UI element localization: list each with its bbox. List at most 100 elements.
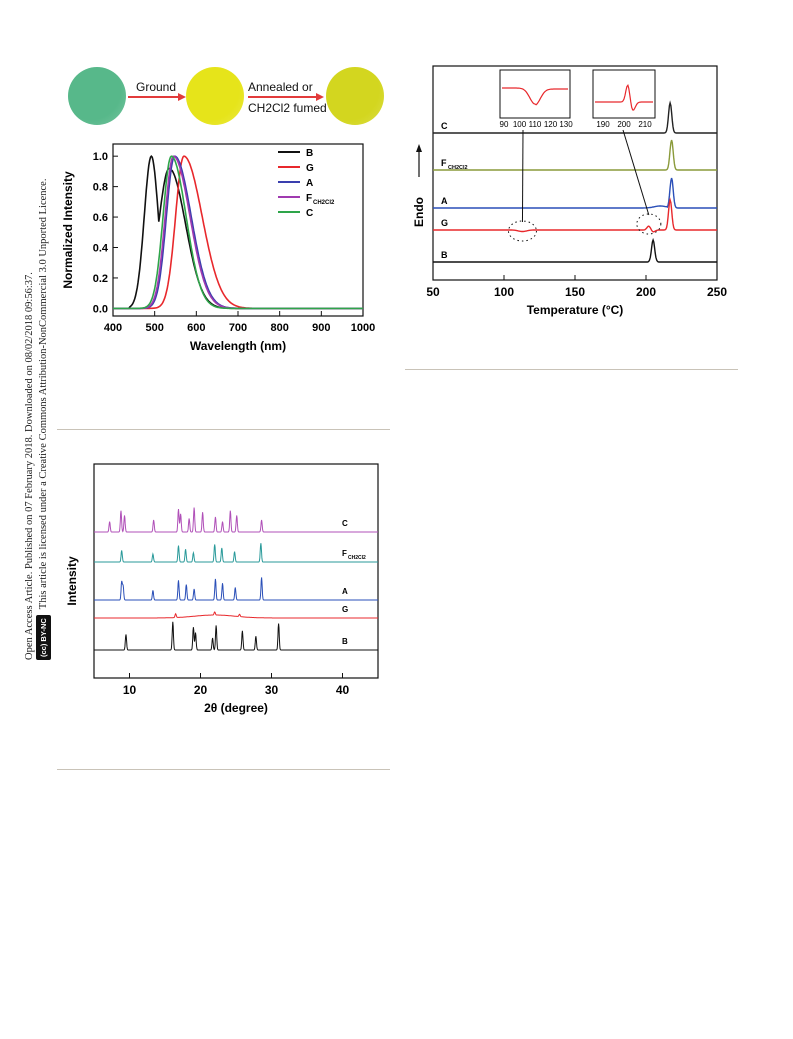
ground-label: Ground [136,80,176,94]
dsc-inset-1-tick-label: 130 [559,120,573,129]
pl-x-tick-label: 900 [312,322,330,334]
pl-y-tick-label: 0.8 [93,182,108,194]
xrd-y-axis-label: Intensity [65,556,79,606]
xrd-series-label-C: C [342,519,348,528]
pl-y-tick-label: 0.2 [93,273,108,285]
pl-y-tick-label: 0.6 [93,212,108,224]
dsc-y-axis-label: Endo [412,197,426,227]
fumed-label: CH2Cl2 fumed [248,101,327,115]
pl-y-tick-label: 0.4 [93,243,109,255]
pl-legend-label-F: F [306,193,312,204]
xrd-x-tick-label: 30 [265,683,279,697]
xrd-series-label-A: A [342,587,348,596]
xrd-x-tick-label: 20 [194,683,208,697]
dsc-inset-2-tick-label: 190 [596,120,610,129]
pl-y-tick-label: 1.0 [93,151,108,163]
published-line: Open Access Article. Published on 07 Feb… [24,272,35,660]
xrd-series-C [94,507,378,533]
dsc-inset-1-tick-label: 120 [544,120,558,129]
xrd-x-tick-label: 10 [123,683,137,697]
pl-legend-label-C: C [306,208,313,219]
dsc-x-axis-label: Temperature (°C) [527,303,624,317]
dsc-trace-A [433,177,717,209]
dsc-inset-2-tick-label: 200 [617,120,631,129]
xrd-series-B [94,621,378,651]
dsc-inset-2-tick-label: 210 [638,120,652,129]
pl-x-tick-label: 1000 [351,322,375,334]
ground-arrow-head [178,93,186,101]
dsc-trace-G [433,197,717,233]
pl-legend-label-B: B [306,148,313,159]
xrd-x-axis-label: 2θ (degree) [204,701,268,715]
dsc-trace-F [433,139,717,171]
pl-x-tick-label: 800 [270,322,288,334]
dsc-inset-1-trace [502,87,568,106]
dsc-thermogram-chart: 50 100 150 200 250 Temperature (°C) Endo C F CH2C… [412,65,727,317]
pl-y-axis-label: Normalized Intensity [61,171,75,289]
xrd-series-A [94,577,378,601]
dsc-pointer-1 [521,129,524,223]
license-sidebar: Open Access Article. Published on 07 Feb… [6,120,51,660]
pl-series-G [113,155,363,310]
pl-legend-label-G: G [306,163,314,174]
pl-legend-sub: CH2Cl2 [313,200,335,206]
license-text-block: Open Access Article. Published on 07 Feb… [23,120,51,660]
dsc-inset-1-tick-label: 100 [513,120,527,129]
dsc-inset-1 [499,69,571,119]
dsc-trace-label-B: B [441,250,448,260]
dsc-inset-1-tick-label: 90 [500,120,509,129]
dsc-inset-1-tick-label: 110 [529,120,542,129]
dsc-trace-label-G: G [441,218,448,228]
yellow-powder-photo [186,67,244,125]
pl-x-tick-label: 400 [104,322,122,334]
caption-rule-1 [57,429,390,430]
caption-rule-3 [57,769,390,770]
pl-legend-label-A: A [306,178,313,189]
xrd-series-G [94,611,378,619]
dsc-trace-sub: CH2Cl2 [448,165,468,171]
dsc-trace-label-C: C [441,121,448,131]
licence-line: This article is licensed under a Creativ… [37,178,49,610]
pl-x-tick-label: 600 [187,322,205,334]
dsc-inset-2 [592,69,656,119]
dsc-highlight-2 [636,213,662,235]
fumed-powder-photo [326,67,384,125]
dsc-plot-frame [432,65,718,281]
caption-rule-2 [405,369,738,370]
xrd-series-label-B: B [342,637,348,646]
dsc-x-tick-label: 250 [707,285,727,299]
pl-x-tick-label: 500 [145,322,163,334]
pl-spectrum-chart: 400 500 600 700 800 900 1000 0.0 0.2 0.4 0.6 0.8 1.0… [61,143,375,353]
xrd-series-label-G: G [342,605,348,614]
dsc-trace-C [433,100,717,134]
dsc-trace-label-A: A [441,196,448,206]
annealed-arrow-head [316,93,324,101]
pl-x-tick-label: 700 [229,322,247,334]
dsc-x-tick-label: 100 [494,285,514,299]
annealed-label: Annealed or [248,80,313,94]
pl-series-A [113,155,363,310]
photo-arrows: Ground Annealed or CH2Cl2 fumed [128,80,327,115]
pl-series-B [113,154,363,310]
cc-badge[interactable]: (cc) BY-NC [36,615,51,660]
pl-series-F [113,155,363,310]
dsc-x-tick-label: 200 [636,285,656,299]
pl-series-C [113,155,363,310]
dsc-trace-label-F: F [441,158,447,168]
green-powder-photo [68,67,126,125]
dsc-x-tick-label: 150 [565,285,585,299]
xrd-series-label-F: F [342,549,347,558]
xrd-pattern-chart: 10 20 30 40 2θ (degree) Intensity C F CH2Cl2 AG B [65,463,379,715]
dsc-x-tick-label: 50 [426,285,440,299]
dsc-pointer-2 [622,129,650,216]
pl-x-axis-label: Wavelength (nm) [190,339,286,353]
xrd-x-tick-label: 40 [336,683,350,697]
pl-plot-frame [112,143,364,317]
pl-y-tick-label: 0.0 [93,303,108,315]
dsc-endo-arrowhead [416,144,422,152]
xrd-series-F [94,543,378,563]
dsc-highlight-1 [507,220,537,242]
xrd-series-sub: CH2Cl2 [348,555,366,561]
xrd-plot-frame [93,463,379,679]
dsc-trace-B [433,237,717,263]
